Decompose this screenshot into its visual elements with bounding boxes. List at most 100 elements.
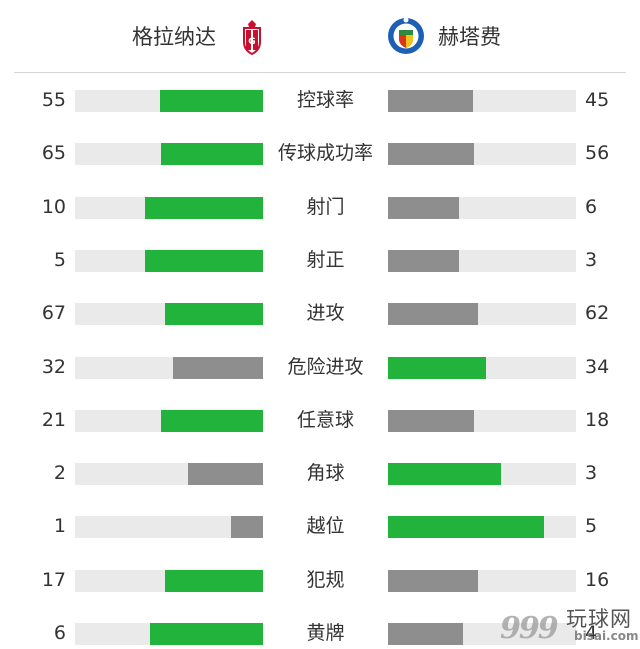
away-stat-value: 16	[585, 569, 610, 591]
home-stat-track	[75, 303, 263, 325]
home-stat-bar	[145, 250, 263, 272]
home-stat-bar	[231, 516, 263, 538]
away-stat-track	[388, 143, 576, 165]
home-stat-bar	[161, 410, 263, 432]
away-stat-bar	[388, 623, 463, 645]
stat-label: 角球	[306, 462, 345, 484]
away-stat-track	[388, 410, 576, 432]
away-stat-bar	[388, 357, 486, 379]
home-stat-bar	[150, 623, 263, 645]
stat-label: 射正	[306, 249, 345, 271]
away-stat-value: 45	[585, 89, 610, 111]
away-stat-bar	[388, 410, 474, 432]
home-stat-value: 67	[41, 302, 66, 324]
away-stat-track	[388, 570, 576, 592]
stat-label: 危险进攻	[287, 356, 364, 378]
away-stat-bar	[388, 463, 501, 485]
stat-row: 32 危险进攻 34	[0, 355, 640, 379]
stat-label: 控球率	[296, 89, 354, 111]
away-stat-track	[388, 303, 576, 325]
home-stat-track	[75, 623, 263, 645]
home-stat-value: 6	[53, 622, 66, 644]
away-stat-value: 62	[585, 302, 610, 324]
stat-row: 21 任意球 18	[0, 408, 640, 432]
home-stat-bar	[165, 570, 263, 592]
away-stat-value: 3	[585, 462, 598, 484]
away-team[interactable]: 赫塔费	[386, 17, 501, 54]
svg-text:G: G	[248, 37, 255, 47]
away-stat-bar	[388, 250, 459, 272]
watermark-number: 999	[500, 611, 559, 646]
home-stat-value: 21	[41, 409, 66, 431]
home-stat-value: 10	[41, 196, 66, 218]
home-stat-bar	[173, 357, 263, 379]
away-stat-bar	[388, 570, 478, 592]
away-team-name: 赫塔费	[438, 25, 501, 49]
away-stat-value: 34	[585, 356, 610, 378]
stat-row: 55 控球率 45	[0, 88, 640, 112]
home-stat-bar	[165, 303, 263, 325]
home-stat-track	[75, 250, 263, 272]
stat-label: 任意球	[296, 409, 354, 431]
home-stat-track	[75, 143, 263, 165]
stat-label: 传球成功率	[277, 142, 373, 164]
away-stat-value: 5	[585, 515, 598, 537]
away-stat-bar	[388, 197, 459, 219]
away-stat-bar	[388, 143, 474, 165]
stat-row: 2 角球 3	[0, 461, 640, 485]
away-stat-track	[388, 90, 576, 112]
away-stat-track	[388, 516, 576, 538]
home-stat-track	[75, 357, 263, 379]
stat-row: 67 进攻 62	[0, 301, 640, 325]
watermark-domain: bisai.com	[574, 629, 639, 643]
stat-row: 10 射门 6	[0, 195, 640, 219]
stat-row: 65 传球成功率 56	[0, 141, 640, 165]
away-stat-value: 18	[585, 409, 610, 431]
home-stat-value: 55	[41, 89, 66, 111]
stat-row: 5 射正 3	[0, 248, 640, 272]
stat-label: 黄牌	[306, 622, 345, 644]
home-stat-bar	[160, 90, 263, 112]
getafe-crest-icon	[388, 17, 424, 54]
away-stat-value: 3	[585, 249, 598, 271]
away-stat-track	[388, 357, 576, 379]
home-stat-value: 65	[41, 142, 66, 164]
away-stat-bar	[388, 303, 478, 325]
away-stat-track	[388, 623, 576, 645]
home-stat-value: 1	[53, 515, 66, 537]
home-stat-value: 32	[41, 356, 66, 378]
home-stat-value: 5	[53, 249, 66, 271]
away-stat-value: 56	[585, 142, 610, 164]
home-team[interactable]: 格拉纳达 G	[132, 18, 272, 56]
away-stat-track	[388, 197, 576, 219]
home-stat-track	[75, 463, 263, 485]
header-divider	[14, 72, 626, 73]
home-stat-value: 2	[53, 462, 66, 484]
stat-label: 犯规	[306, 569, 345, 591]
away-stat-bar	[388, 516, 544, 538]
stat-row: 1 越位 5	[0, 514, 640, 538]
granada-crest-icon: G	[243, 20, 261, 56]
home-stat-track	[75, 90, 263, 112]
home-stat-track	[75, 516, 263, 538]
stat-label: 射门	[306, 196, 345, 218]
home-team-name: 格拉纳达	[132, 25, 216, 49]
home-stat-bar	[161, 143, 263, 165]
stat-label: 越位	[306, 515, 345, 537]
home-stat-value: 17	[41, 569, 66, 591]
away-stat-value: 4	[585, 622, 598, 644]
home-stat-bar	[145, 197, 263, 219]
stat-label: 进攻	[306, 302, 345, 324]
home-stat-bar	[188, 463, 263, 485]
home-stat-track	[75, 410, 263, 432]
away-stat-track	[388, 250, 576, 272]
home-stat-track	[75, 570, 263, 592]
away-stat-bar	[388, 90, 473, 112]
home-stat-track	[75, 197, 263, 219]
away-stat-track	[388, 463, 576, 485]
site-watermark: 999 玩球网 bisai.com	[500, 597, 640, 649]
watermark-site-name: 玩球网	[566, 607, 632, 631]
stat-row: 6 黄牌 4	[0, 621, 640, 645]
match-header: 格拉纳达 G 赫塔费	[0, 0, 640, 72]
stat-row: 17 犯规 16	[0, 568, 640, 592]
